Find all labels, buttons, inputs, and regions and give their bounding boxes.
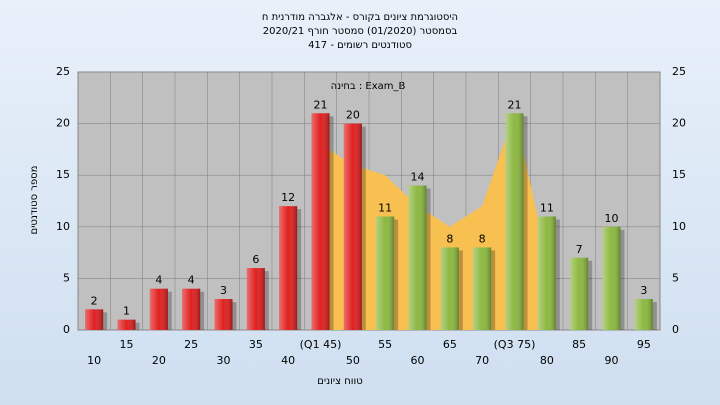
bar-shade: [473, 247, 492, 330]
x-tick-label: 20: [152, 354, 166, 367]
bar-shade: [246, 268, 265, 330]
y-tick-label: 5: [63, 271, 70, 284]
bar-shade: [408, 185, 427, 330]
bar-shade: [311, 113, 330, 330]
x-tick-label: 25: [184, 338, 198, 351]
y-tick-label: 10: [56, 220, 70, 233]
y2-tick-label: 5: [672, 271, 679, 284]
bar-shade: [570, 257, 589, 330]
y-tick-label: 0: [63, 323, 70, 336]
x-tick-label: (Q3 75): [494, 338, 536, 351]
x-tick-label: 60: [411, 354, 425, 367]
y-tick-label: 25: [56, 65, 70, 78]
data-label: 3: [220, 284, 227, 297]
x-tick-label: 15: [120, 338, 134, 351]
bar-shade: [376, 216, 395, 330]
title-line: סטודנטים רשומים - 417: [308, 40, 412, 51]
x-tick-label: (Q1 45): [300, 338, 342, 351]
data-label: 11: [540, 201, 554, 214]
title-line: בסמסטר (01/2020) סמסטר חורף 2020/21: [263, 26, 458, 37]
bar-shade: [279, 206, 298, 330]
x-tick-label: 90: [605, 354, 619, 367]
data-label: 11: [378, 201, 392, 214]
data-label: 12: [281, 191, 295, 204]
data-label: 8: [479, 232, 486, 245]
bar-shade: [149, 288, 168, 330]
data-label: 2: [91, 294, 98, 307]
data-label: 8: [446, 232, 453, 245]
bar-shade: [537, 216, 556, 330]
title-line: היסטוגרמת ציונים בקורס - אלגברה מודרנית …: [262, 12, 458, 23]
data-label: 10: [605, 212, 619, 225]
x-tick-label: 65: [443, 338, 457, 351]
x-tick-label: 10: [87, 354, 101, 367]
bar-shade: [343, 123, 362, 330]
data-label: 4: [155, 274, 162, 287]
bar-shade: [634, 299, 653, 330]
bar-shade: [440, 247, 459, 330]
data-label: 21: [508, 98, 522, 111]
bar-shade: [602, 226, 621, 330]
bar-shade: [505, 113, 524, 330]
bar-shade: [117, 319, 136, 330]
x-tick-label: 35: [249, 338, 263, 351]
x-tick-label: 55: [378, 338, 392, 351]
x-tick-label: 50: [346, 354, 360, 367]
data-label: 21: [314, 98, 328, 111]
bar-shade: [214, 299, 233, 330]
y-tick-label: 20: [56, 117, 70, 130]
annotation: בחינה : Exam_B: [331, 81, 406, 92]
x-tick-label: 70: [475, 354, 489, 367]
x-tick-label: 30: [217, 354, 231, 367]
data-label: 20: [346, 109, 360, 122]
data-label: 6: [252, 253, 259, 266]
data-label: 7: [576, 243, 583, 256]
y2-tick-label: 15: [672, 168, 686, 181]
data-label: 3: [640, 284, 647, 297]
y-axis-label: מספר סטודנטים: [29, 166, 40, 235]
y-tick-label: 15: [56, 168, 70, 181]
y2-tick-label: 25: [672, 65, 686, 78]
x-tick-label: 95: [637, 338, 651, 351]
data-label: 14: [411, 171, 425, 184]
data-label: 4: [188, 274, 195, 287]
x-tick-label: 85: [572, 338, 586, 351]
data-label: 1: [123, 305, 130, 318]
y2-tick-label: 10: [672, 220, 686, 233]
bar-shade: [182, 288, 201, 330]
x-tick-label: 40: [281, 354, 295, 367]
bar-shade: [85, 309, 104, 330]
y2-tick-label: 20: [672, 117, 686, 130]
x-tick-label: 80: [540, 354, 554, 367]
y2-tick-label: 0: [672, 323, 679, 336]
x-axis-label: טווח ציונים: [317, 376, 362, 387]
